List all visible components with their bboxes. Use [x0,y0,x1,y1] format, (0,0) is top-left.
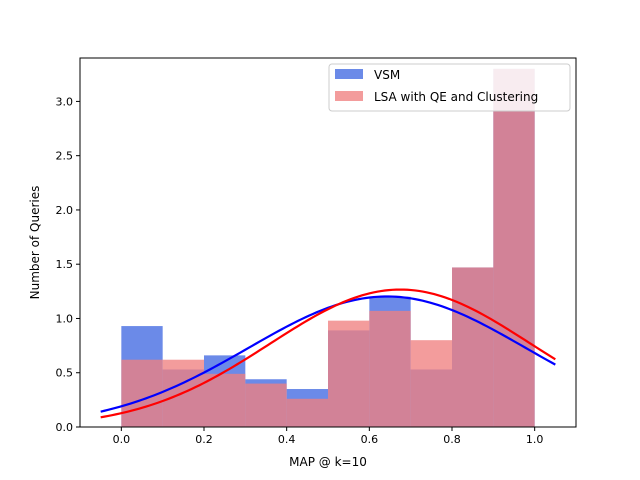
x-tick-label: 1.0 [526,433,544,446]
histogram-bar-series-2 [204,373,246,427]
y-tick-label: 1.0 [56,312,74,325]
legend-swatch [335,91,363,101]
legend-box [328,63,571,112]
histogram-bar-series-2 [286,398,328,427]
y-tick-label: 1.5 [56,258,74,271]
x-tick-label: 0.6 [361,433,379,446]
y-axis: 0.0 0.5 1.0 1.5 2.0 2.5 3.0 [56,95,80,434]
histogram-bar-series-2 [328,320,370,427]
y-axis-label: Number of Queries [28,186,42,300]
histogram-bar-series-2 [369,310,411,427]
x-tick-label: 0.2 [195,433,213,446]
plot-area [100,68,556,428]
fit-curve-series-2 [100,288,556,419]
legend-label: LSA with QE and Clustering [374,90,538,104]
x-tick-label: 0.8 [443,433,461,446]
y-tick-label: 3.0 [56,95,74,108]
legend-swatch [335,69,363,79]
axes-frame [79,57,577,428]
y-tick-label: 0.5 [56,367,74,380]
x-tick-label: 0.4 [278,433,296,446]
histogram-bar-series-2 [452,267,494,427]
legend: VSM LSA with QE and Clustering [328,63,571,112]
legend-label: VSM [374,68,400,82]
histogram-bar-series-2 [121,359,163,427]
fit-curve-series-1 [100,295,556,413]
y-tick-label: 0.0 [56,421,74,434]
histogram-bar-series-2 [410,340,452,427]
x-tick-label: 0.0 [113,433,131,446]
x-axis-label: MAP @ k=10 [289,455,367,469]
y-tick-label: 2.0 [56,204,74,217]
x-axis: 0.0 0.2 0.4 0.6 0.8 1.0 [113,427,544,446]
histogram-bar-series-2 [493,68,535,428]
y-tick-label: 2.5 [56,150,74,163]
histogram-bar-series-2 [245,383,287,427]
